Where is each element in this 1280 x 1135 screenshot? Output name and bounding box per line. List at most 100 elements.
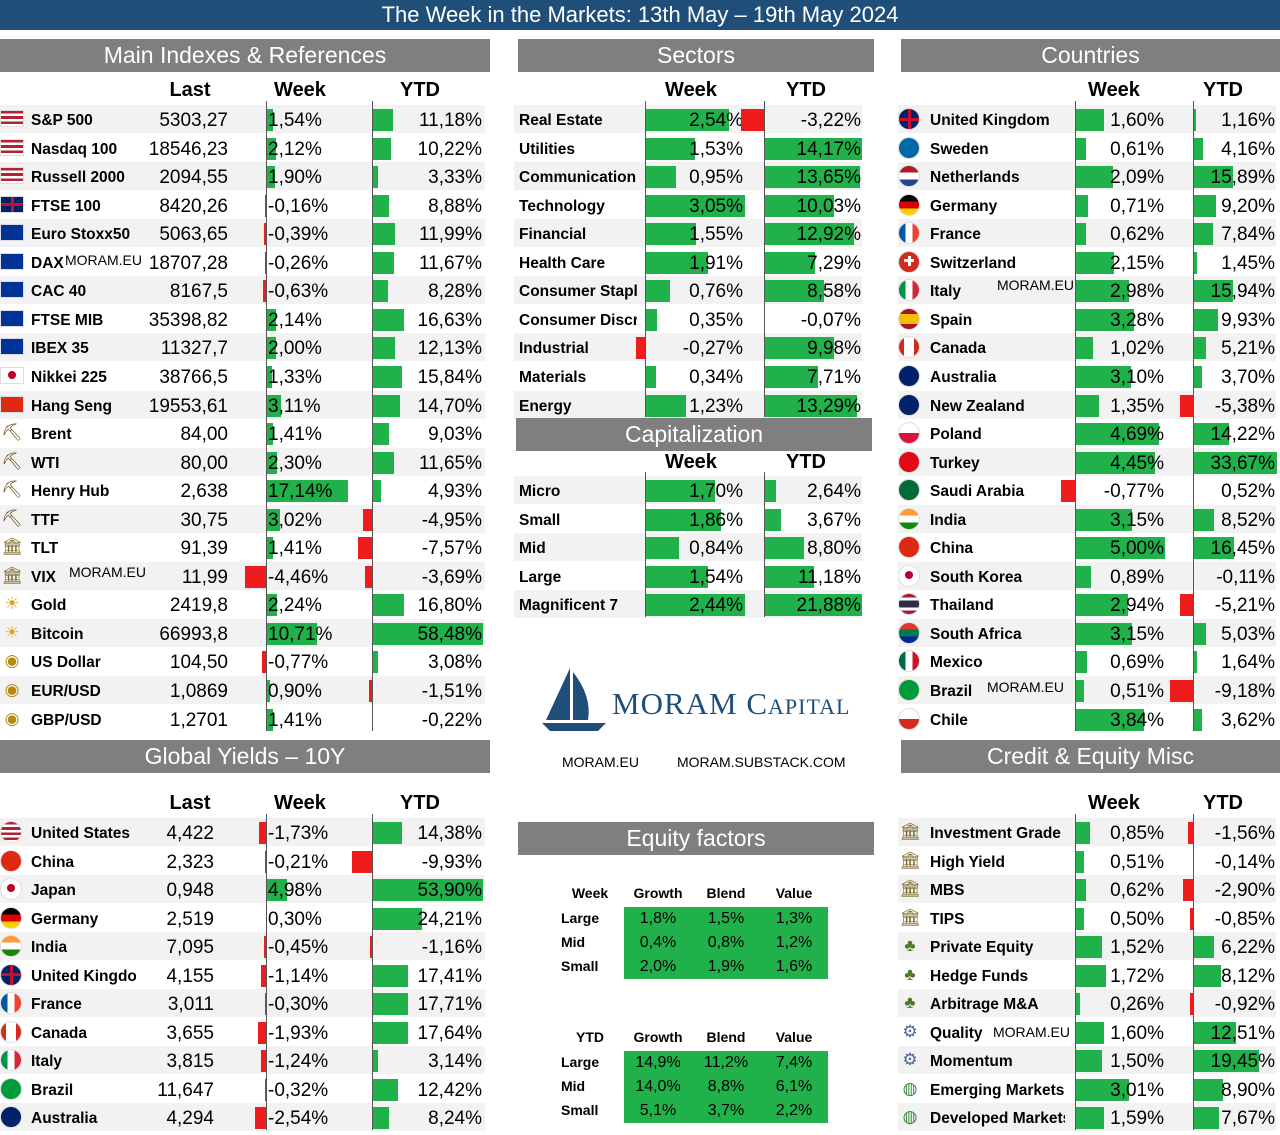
row-label: Large xyxy=(519,562,637,590)
ytd-label: 11,67% xyxy=(372,248,482,276)
week-axis xyxy=(266,814,267,1130)
tree-icon: ♣ xyxy=(899,964,921,986)
ytd-label: 3,70% xyxy=(1165,362,1275,390)
row-label: South Africa xyxy=(930,619,1065,647)
gears-icon: ⚙ xyxy=(899,1049,921,1071)
week-label: 2,09% xyxy=(1054,162,1164,190)
logo-link-1[interactable]: MORAM.EU xyxy=(562,754,639,770)
week-axis xyxy=(645,472,646,617)
row-label: Private Equity xyxy=(930,932,1065,960)
page-title: The Week in the Markets: 13th May – 19th… xyxy=(0,2,1280,28)
week-label: 1,50% xyxy=(1054,1046,1164,1074)
factor-row-label: Mid xyxy=(561,934,585,950)
factor-col-header: Growth xyxy=(624,1029,692,1045)
ytd-label: -0,22% xyxy=(372,705,482,733)
last-value: 2419,8 xyxy=(118,590,228,618)
week-label: 0,61% xyxy=(1054,134,1164,162)
week-label: 1,41% xyxy=(268,419,322,447)
week-bar xyxy=(258,1022,266,1044)
week-label: 17,14% xyxy=(268,476,332,504)
factor-cell: 1,9% xyxy=(692,955,760,979)
row-label: Hedge Funds xyxy=(930,961,1065,989)
week-bar xyxy=(255,1107,266,1129)
section-equity-factors: Equity factors xyxy=(518,822,874,855)
ytd-label: 9,20% xyxy=(1165,191,1275,219)
last-value: 5303,27 xyxy=(118,105,228,133)
week-label: 1,86% xyxy=(633,505,743,533)
ytd-label: -0,92% xyxy=(1165,989,1275,1017)
row-label: Spain xyxy=(930,305,1065,333)
last-value: 7,095 xyxy=(104,932,214,960)
last-value: 80,00 xyxy=(118,448,228,476)
week-label: 1,52% xyxy=(1054,932,1164,960)
row-label: Netherlands xyxy=(930,162,1065,190)
week-label: 1,41% xyxy=(268,533,322,561)
last-value: 2,638 xyxy=(118,476,228,504)
col-header-week-sectors: Week xyxy=(650,79,732,102)
us-flag xyxy=(0,110,24,127)
ytd-label: 58,48% xyxy=(372,619,482,647)
ytd-label: 0,52% xyxy=(1165,476,1275,504)
col-header-ytd: YTD xyxy=(385,79,455,102)
week-label: 2,00% xyxy=(268,333,322,361)
se-flag xyxy=(898,137,920,159)
week-label: 1,23% xyxy=(633,391,743,419)
oil-rig-icon: ⛏ xyxy=(1,451,23,473)
gears-icon: ⚙ xyxy=(899,1021,921,1043)
ytd-label: 11,18% xyxy=(751,562,861,590)
last-value: 2,519 xyxy=(104,904,214,932)
last-value: 1,0869 xyxy=(118,676,228,704)
last-value: 8420,26 xyxy=(118,191,228,219)
col-header-week: Week xyxy=(255,79,345,102)
title-bar: The Week in the Markets: 13th May – 19th… xyxy=(0,0,1280,30)
watermark-3: MORAM.EU xyxy=(997,277,1074,293)
ytd-label: -1,56% xyxy=(1165,818,1275,846)
last-value: 35398,82 xyxy=(118,305,228,333)
row-label: Poland xyxy=(930,419,1065,447)
cn-flag xyxy=(0,850,22,872)
flag-cross xyxy=(904,256,914,266)
row-label: Emerging Markets xyxy=(930,1075,1065,1103)
factor-cell: 3,7% xyxy=(692,1099,760,1123)
row-label: Switzerland xyxy=(930,248,1065,276)
ytd-label: 53,90% xyxy=(372,875,482,903)
last-value: 8167,5 xyxy=(118,276,228,304)
week-label: 0,51% xyxy=(1054,847,1164,875)
col-header-ytd-sectors: YTD xyxy=(775,79,837,102)
row-label: TIPS xyxy=(930,904,1065,932)
gold-icon: ☀ xyxy=(1,622,23,644)
factor-col-header: Value xyxy=(760,1029,828,1045)
ytd-label: -0,11% xyxy=(1165,562,1275,590)
row-label: Mid xyxy=(519,533,637,561)
bank-icon: 🏛 xyxy=(899,850,921,872)
week-axis xyxy=(1075,814,1076,1130)
row-label: Micro xyxy=(519,476,637,504)
week-label: -1,93% xyxy=(268,1018,328,1046)
week-label: 4,69% xyxy=(1054,419,1164,447)
ytd-label: -2,90% xyxy=(1165,875,1275,903)
br-flag xyxy=(898,679,920,701)
week-label: 0,26% xyxy=(1054,989,1164,1017)
row-label: France xyxy=(930,219,1065,247)
us-flag xyxy=(0,139,24,156)
week-label: 3,10% xyxy=(1054,362,1164,390)
last-value: 4,422 xyxy=(104,818,214,846)
ytd-label: -0,14% xyxy=(1165,847,1275,875)
col-header-ytd-countries: YTD xyxy=(1192,79,1254,102)
row-label: Industrial xyxy=(519,333,637,361)
logo-link-2[interactable]: MORAM.SUBSTACK.COM xyxy=(677,754,846,770)
ytd-label: 15,94% xyxy=(1165,276,1275,304)
week-label: 2,54% xyxy=(633,105,743,133)
week-label: 4,98% xyxy=(268,875,322,903)
week-label: -0,45% xyxy=(268,932,328,960)
ytd-label: 10,03% xyxy=(751,191,861,219)
ytd-label: 12,92% xyxy=(751,219,861,247)
week-label: 3,01% xyxy=(1054,1075,1164,1103)
tree-icon: ♣ xyxy=(899,935,921,957)
ytd-label: 19,45% xyxy=(1165,1046,1275,1074)
section-main-indexes: Main Indexes & References xyxy=(0,39,490,72)
ytd-label: -5,38% xyxy=(1165,391,1275,419)
oil-rig-icon: ⛏ xyxy=(1,422,23,444)
last-value: 19553,61 xyxy=(118,391,228,419)
week-label: 3,84% xyxy=(1054,705,1164,733)
